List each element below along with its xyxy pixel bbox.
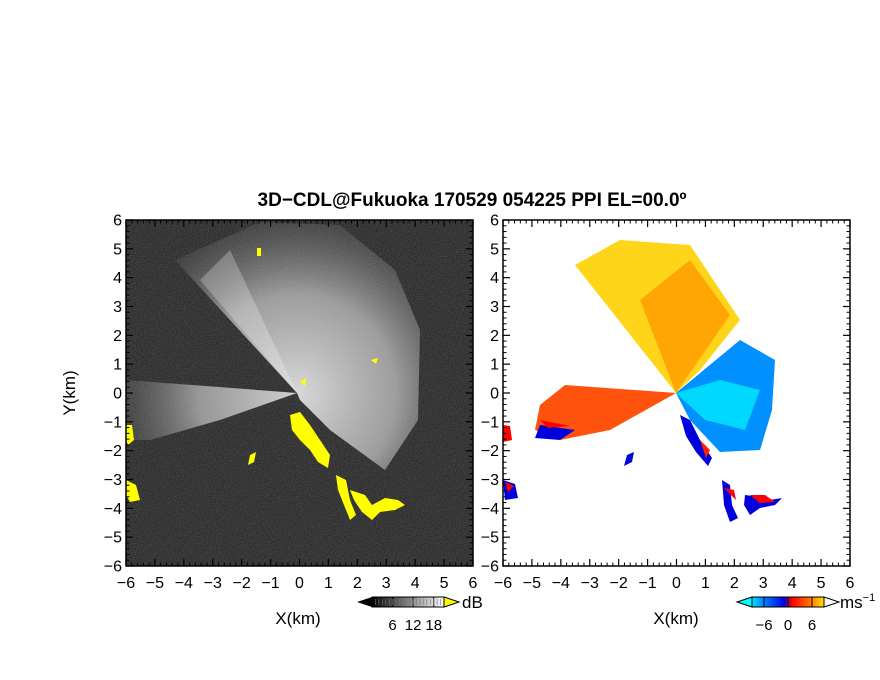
chart-title: 3D−CDL@Fukuoka 170529 054225 PPI EL=00.0… (258, 190, 687, 211)
velocity-xtick-label: 2 (730, 575, 739, 592)
intensity-xtick-label: −2 (233, 575, 251, 592)
intensity-xlabel: X(km) (275, 609, 320, 628)
intensity-xtick-label: 6 (469, 575, 478, 592)
intensity-ytick-label: −2 (104, 443, 122, 460)
velocity-approaching-fan-core (640, 260, 730, 393)
intensity-colorbar-bar (371, 596, 445, 608)
velocity-ytick-label: 4 (490, 270, 499, 287)
velocity-ytick-label: 6 (490, 213, 499, 230)
velocity-xlabel: X(km) (653, 609, 698, 628)
velocity-colorbar-tick-label: −6 (755, 617, 772, 634)
velocity-colorbar-under (735, 596, 753, 608)
intensity-colorbar-tick-label: 18 (425, 617, 442, 634)
intensity-ytick-label: −3 (104, 472, 122, 489)
intensity-ytick-label: 1 (113, 357, 122, 374)
intensity-ytick-label: −6 (104, 559, 122, 576)
intensity-ytick-label: 6 (113, 213, 122, 230)
intensity-colorbar-over (443, 596, 461, 608)
intensity-colorbar: 6 12 18 dB (357, 593, 483, 634)
velocity-xtick-label: 3 (759, 575, 768, 592)
velocity-ytick-label: −1 (481, 414, 499, 431)
intensity-echo-fan-west (126, 380, 297, 440)
intensity-colorbar-unit: dB (462, 593, 483, 612)
intensity-ylabel: Y(km) (60, 370, 79, 415)
velocity-edge-patches (503, 415, 782, 522)
intensity-ytick-label: 4 (113, 270, 122, 287)
intensity-ytick-label: 2 (113, 328, 122, 345)
velocity-xtick-label: 5 (817, 575, 826, 592)
velocity-ytick-label: −4 (481, 501, 499, 518)
velocity-colorbar-ticks: −6 0 6 (755, 597, 816, 634)
velocity-ytick-label: 2 (490, 328, 499, 345)
intensity-xtick-label: −6 (117, 575, 135, 592)
velocity-ytick-label: 3 (490, 299, 499, 316)
intensity-xtick-label: 3 (382, 575, 391, 592)
intensity-xtick-label: −1 (261, 575, 279, 592)
intensity-xtick-label: 5 (440, 575, 449, 592)
intensity-echo-fan-north (200, 250, 297, 393)
velocity-colorbar-unit: ms−1 (840, 592, 875, 612)
velocity-xtick-label: −6 (494, 575, 512, 592)
velocity-panel: −6 −5 −4 −3 −2 −1 0 1 2 3 4 5 6 6 5 4 3 2 1 0 −1 −2 −3 −4 −5 −6 (481, 213, 855, 593)
velocity-ytick-label: −2 (481, 443, 499, 460)
velocity-xtick-label: 6 (846, 575, 855, 592)
intensity-xtick-label: 0 (295, 575, 304, 592)
intensity-ytick-label: 0 (113, 386, 122, 403)
intensity-xtick-label: 4 (411, 575, 420, 592)
velocity-ytick-label: −5 (481, 530, 499, 547)
velocity-colorbar-unit-base: ms (840, 593, 863, 612)
velocity-ytick-label: 0 (490, 386, 499, 403)
velocity-colorbar-unit-exp: −1 (863, 592, 876, 604)
velocity-receding-fan-core (676, 380, 760, 430)
velocity-colorbar-tick-label: 0 (784, 617, 792, 634)
intensity-ytick-label: −1 (104, 414, 122, 431)
intensity-colorbar-under (357, 597, 372, 607)
intensity-ticks: −6 −5 −4 −3 −2 −1 0 1 2 3 4 5 6 6 5 4 3 2 1 0 −1 −2 −3 −4 −5 −6 (104, 213, 478, 593)
velocity-xtick-label: −4 (552, 575, 570, 592)
intensity-ytick-label: 3 (113, 299, 122, 316)
intensity-colorbar-tick-label: 6 (388, 617, 396, 634)
intensity-colorbar-ticks: 6 12 18 (375, 597, 442, 634)
intensity-xtick-label: −5 (146, 575, 164, 592)
velocity-ytick-label: 5 (490, 241, 499, 258)
intensity-xtick-label: −4 (175, 575, 193, 592)
velocity-ytick-label: −6 (481, 559, 499, 576)
velocity-xtick-label: −2 (610, 575, 628, 592)
intensity-echo-fan (175, 222, 420, 470)
velocity-approaching-fan-west (535, 385, 676, 440)
velocity-xtick-label: 4 (788, 575, 797, 592)
velocity-xtick-label: −5 (523, 575, 541, 592)
velocity-ytick-label: 1 (490, 357, 499, 374)
strong-echo-patches (126, 248, 405, 520)
intensity-ytick-label: −4 (104, 501, 122, 518)
intensity-xtick-label: 2 (353, 575, 362, 592)
velocity-colorbar-over (823, 596, 841, 608)
velocity-colorbar: −6 0 6 ms−1 (735, 592, 875, 634)
intensity-ytick-label: 5 (113, 241, 122, 258)
velocity-colorbar-tick-label: 6 (808, 617, 816, 634)
velocity-xtick-label: 1 (701, 575, 710, 592)
intensity-ytick-label: −5 (104, 530, 122, 547)
intensity-xtick-label: 1 (324, 575, 333, 592)
velocity-xtick-label: −3 (581, 575, 599, 592)
intensity-colorbar-tick-label: 12 (405, 617, 422, 634)
intensity-xtick-label: −3 (204, 575, 222, 592)
intensity-panel: −6 −5 −4 −3 −2 −1 0 1 2 3 4 5 6 6 5 4 3 2 1 0 −1 −2 −3 −4 −5 −6 (104, 213, 478, 593)
velocity-ticks: −6 −5 −4 −3 −2 −1 0 1 2 3 4 5 6 6 5 4 3 2 1 0 −1 −2 −3 −4 −5 −6 (481, 213, 855, 593)
velocity-ytick-label: −3 (481, 472, 499, 489)
velocity-xtick-label: −1 (638, 575, 656, 592)
velocity-xtick-label: 0 (672, 575, 681, 592)
